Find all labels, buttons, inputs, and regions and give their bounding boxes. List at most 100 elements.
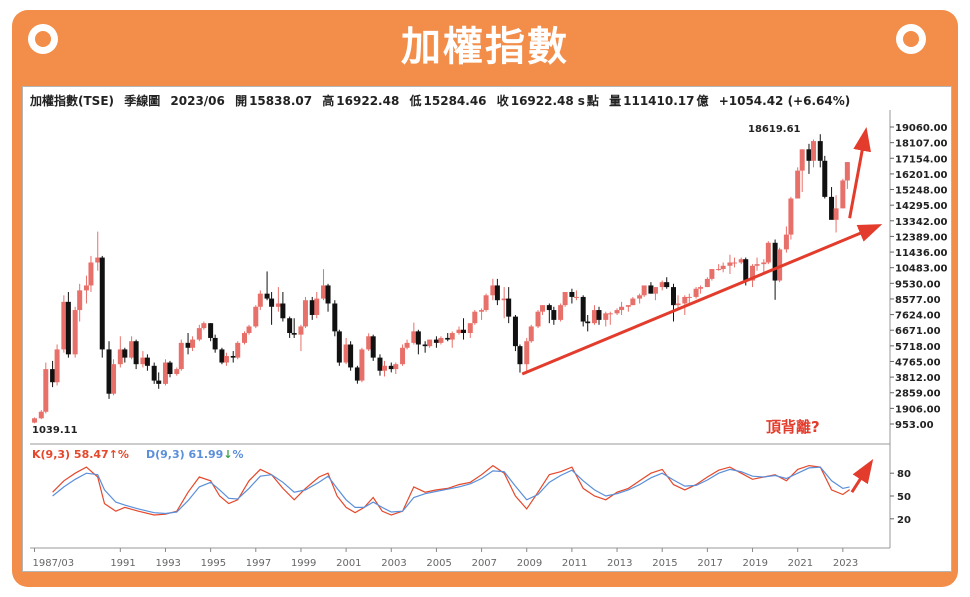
- candle-body: [671, 287, 676, 306]
- candle-body: [490, 285, 496, 296]
- candle-body: [765, 242, 771, 263]
- support-trendline: [521, 224, 883, 376]
- close-value: 16922.48: [510, 94, 574, 108]
- open-value: 15838.07: [249, 94, 313, 108]
- candle-body: [483, 295, 489, 311]
- candle-body: [122, 349, 128, 358]
- candle-body: [167, 362, 173, 375]
- peak-label: 18619.61: [748, 124, 801, 135]
- candle-body: [411, 331, 417, 343]
- candle-body: [269, 298, 275, 307]
- candle-body: [415, 331, 421, 345]
- k-legend: K(9,3) 58.47↑%: [32, 448, 129, 461]
- y-tick-label: 8577.00: [895, 295, 941, 306]
- candle-body: [546, 305, 552, 311]
- x-tick-label: 2009: [517, 558, 542, 569]
- divergence-label: 頂背離?: [766, 418, 820, 436]
- x-tick-label: 1991: [110, 558, 135, 569]
- x-tick-label: 2011: [562, 558, 587, 569]
- candle-body: [77, 290, 83, 311]
- candle-body: [223, 355, 229, 363]
- candle-body: [817, 141, 823, 161]
- candle-body: [117, 349, 123, 365]
- candle-body: [140, 357, 146, 365]
- candle-body: [704, 278, 710, 288]
- chart-grid: [30, 110, 891, 549]
- candle-body: [840, 180, 846, 209]
- candle-body: [433, 339, 439, 343]
- close-label: 收: [496, 94, 509, 108]
- candle-body: [528, 326, 534, 342]
- candle-body: [253, 306, 259, 327]
- candle-body: [291, 333, 297, 335]
- y-tick-label: 13342.00: [895, 217, 948, 228]
- candle-body: [772, 242, 778, 281]
- change-value: +1054.42 (+6.64%): [718, 94, 851, 108]
- candle-body: [61, 301, 67, 350]
- candle-body: [151, 365, 157, 381]
- volume-label: 量: [609, 94, 622, 108]
- y-tick-label: 4765.00: [895, 357, 941, 368]
- points-label: 點: [586, 94, 599, 108]
- candle-body: [95, 257, 101, 263]
- candle-body: [381, 365, 387, 371]
- candle-body: [625, 305, 631, 307]
- candle-body: [720, 265, 726, 270]
- candle-body: [230, 355, 236, 358]
- candle-body: [693, 288, 699, 297]
- candle-body: [738, 259, 744, 263]
- candle-body: [637, 295, 643, 299]
- candle-body: [264, 293, 270, 299]
- candle-body: [743, 259, 749, 281]
- y-tick-label: 3812.00: [895, 373, 941, 384]
- kd-tick-label: 80: [897, 469, 911, 480]
- candle-body: [558, 305, 564, 320]
- candle-body: [783, 234, 789, 250]
- candle-body: [393, 364, 399, 370]
- candle-body: [596, 310, 602, 320]
- candle-body: [50, 369, 56, 383]
- candle-body: [754, 264, 760, 266]
- candle-body: [664, 282, 670, 288]
- x-tick-label: 2003: [381, 558, 406, 569]
- candle-body: [309, 300, 315, 315]
- y-tick-label: 19060.00: [895, 123, 948, 134]
- open-label: 開: [235, 94, 248, 108]
- kd-panel: 80 50 20: [52, 459, 911, 526]
- candle-body: [201, 323, 207, 329]
- candles: [32, 134, 850, 424]
- candle-body: [806, 149, 812, 161]
- x-tick-label: 1987/03: [33, 558, 75, 569]
- candle-body: [275, 303, 281, 307]
- volume-unit: 億: [696, 94, 709, 108]
- candle-body: [562, 292, 568, 306]
- candle-body: [321, 285, 327, 299]
- x-axis: 1987/03 1991 1993 1995 1997 1999 2001 2003 2005 2…: [33, 548, 858, 569]
- candle-body: [65, 301, 71, 355]
- y-tick-label: 5718.00: [895, 342, 941, 353]
- candle-body: [585, 321, 591, 324]
- x-tick-label: 2001: [336, 558, 361, 569]
- candle-body: [377, 357, 383, 371]
- candle-body: [38, 411, 44, 419]
- x-tick-label: 2005: [426, 558, 451, 569]
- candle-body: [603, 313, 609, 320]
- candle-body: [461, 329, 467, 334]
- unit-s: s: [577, 94, 585, 108]
- candle-body: [716, 269, 722, 271]
- candle-body: [727, 262, 733, 266]
- y-tick-label: 1906.00: [895, 404, 941, 415]
- y-tick-label: 18107.00: [895, 139, 948, 150]
- x-tick-label: 2013: [607, 558, 632, 569]
- candle-body: [370, 336, 376, 358]
- candle-body: [761, 262, 767, 265]
- candle-body: [348, 344, 354, 368]
- candle-body: [280, 303, 286, 319]
- candle-body: [652, 287, 658, 294]
- candle-body: [72, 310, 78, 355]
- candle-body: [156, 380, 162, 384]
- volume-value: 111410.17: [623, 94, 695, 108]
- candle-body: [580, 296, 586, 322]
- candle-body: [449, 333, 455, 340]
- candle-body: [235, 342, 241, 358]
